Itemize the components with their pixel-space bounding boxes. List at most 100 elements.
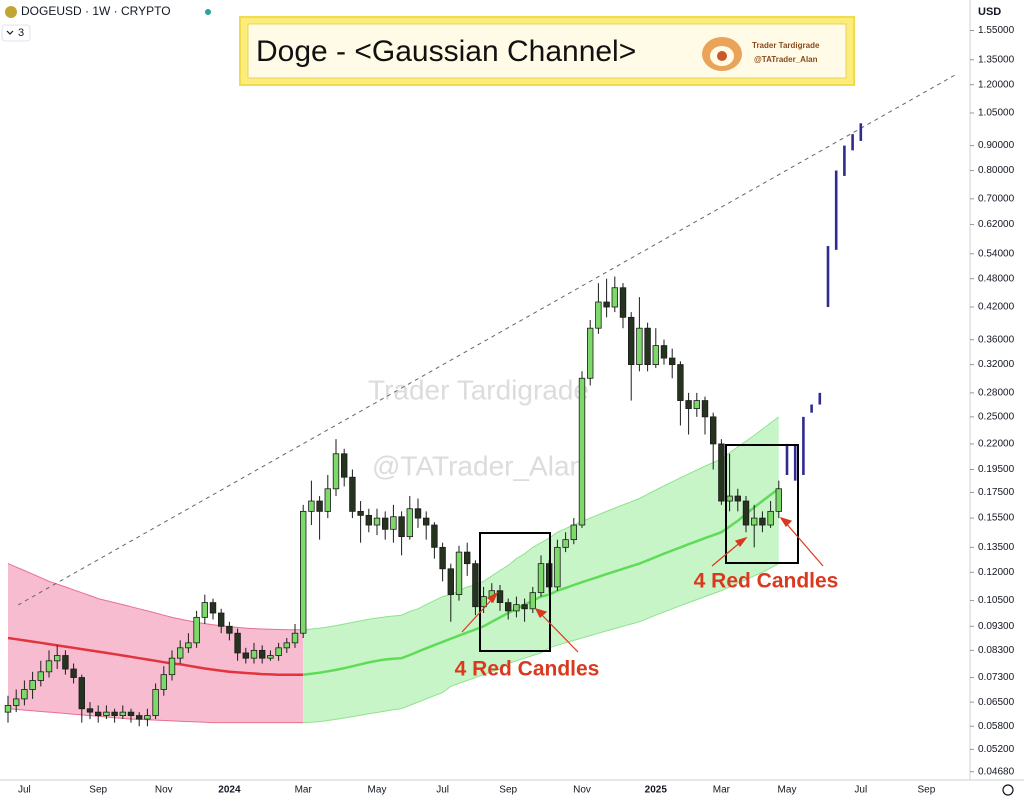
candle-body (168, 657, 176, 676)
y-tick-label: 0.10500 (978, 595, 1015, 606)
annotation: 4 Red Candles (694, 570, 839, 593)
y-tick-label: 0.32000 (978, 359, 1015, 370)
candle-body (275, 647, 282, 656)
candle-body (242, 652, 249, 659)
title-panel (247, 23, 847, 79)
candle-body (422, 517, 430, 526)
badge-logo (702, 37, 742, 71)
candle-body (529, 592, 536, 610)
candle-body (332, 453, 340, 490)
channel-line (7, 636, 304, 676)
symbol[interactable]: DOGEUSD · 1W · CRYPTO (21, 4, 171, 18)
candle-body (308, 500, 315, 512)
candle-body (95, 711, 102, 716)
candle-body (693, 400, 700, 409)
y-tick-label: 0.48000 (978, 273, 1015, 284)
y-tick-label: 0.90000 (978, 140, 1015, 151)
highlight-box (725, 444, 799, 564)
y-tick-label: 0.25000 (978, 412, 1015, 423)
candle-body (103, 711, 110, 716)
candle-body (324, 488, 331, 512)
candle-body (537, 563, 545, 594)
candle-body (759, 517, 766, 526)
candle-body (160, 674, 167, 690)
y-tick-label: 0.04680 (978, 766, 1015, 777)
candle-body (373, 517, 381, 526)
y-tick-label: 1.20000 (978, 79, 1015, 90)
y-tick-label: 0.12000 (978, 567, 1015, 578)
arrow-head (486, 591, 499, 603)
x-tick-label: 2025 (645, 785, 668, 796)
indicator-toggle[interactable] (1, 24, 31, 42)
candle-body (685, 400, 692, 409)
symbol-icon (5, 6, 17, 18)
candle-body (381, 517, 389, 530)
trend-line (17, 74, 956, 606)
candle-body (217, 612, 225, 627)
candle-body (619, 287, 627, 318)
candle-body (504, 602, 512, 612)
candle-body (439, 546, 446, 570)
chevron (6, 30, 14, 35)
candle-body (193, 616, 200, 644)
candle-body (472, 563, 479, 608)
candle-body (209, 602, 217, 614)
candle-body (234, 632, 241, 654)
candle-body (742, 500, 750, 526)
candle-body (111, 711, 118, 716)
candle-body (587, 327, 594, 379)
candle-body (86, 708, 94, 713)
candle-body (726, 495, 733, 502)
candle-body (455, 551, 463, 596)
candle-body (595, 301, 602, 329)
candle-body (734, 495, 741, 502)
candle-body (70, 668, 77, 678)
x-tick-label: 2024 (218, 785, 241, 796)
candle-body (226, 625, 233, 634)
currency[interactable]: USD (978, 6, 1001, 18)
y-tick-label: 0.70000 (978, 193, 1015, 204)
candle-body (152, 689, 159, 716)
x-tick-label: Mar (713, 785, 731, 796)
channel-line (303, 487, 780, 676)
candle-body (562, 539, 569, 548)
candle-body (135, 715, 143, 720)
candle-body (669, 357, 676, 365)
y-tick-label: 0.07300 (978, 672, 1015, 683)
candle-body (570, 524, 577, 541)
badge-handle: @TATrader_Alan (754, 55, 818, 64)
candle-body (751, 517, 758, 526)
candle-body (62, 655, 69, 670)
watermark: Trader Tardigrade (368, 374, 589, 405)
y-tick-label: 0.17500 (978, 487, 1015, 498)
candles-layer (4, 123, 863, 727)
y-tick-label: 0.09300 (978, 621, 1015, 632)
logo-shape (717, 51, 727, 61)
candle-body (291, 632, 299, 644)
y-tick-label: 0.36000 (978, 334, 1015, 345)
candle-body (21, 689, 28, 700)
indicator-count: 3 (18, 27, 24, 39)
y-tick-label: 0.08300 (978, 645, 1015, 656)
candle-body (119, 711, 126, 716)
x-tick-label: May (778, 785, 797, 796)
candle-body (258, 649, 266, 659)
candle-body (578, 377, 586, 526)
candle-body (185, 642, 192, 649)
candle-body (12, 698, 20, 706)
candle-body (250, 649, 258, 659)
candle-body (701, 400, 709, 418)
badge-name: Trader Tardigrade (752, 41, 820, 50)
candle-body (398, 516, 405, 538)
candle-body (406, 508, 413, 538)
arrow (461, 596, 495, 633)
arrows (461, 516, 824, 653)
x-tick-label: Jul (18, 785, 31, 796)
y-tick-label: 1.05000 (978, 108, 1015, 119)
candle-body (45, 660, 53, 673)
arrow-head (734, 536, 748, 547)
arrow (784, 521, 824, 567)
y-tick-label: 0.19500 (978, 464, 1015, 475)
settings-icon[interactable] (1002, 784, 1014, 796)
channel-line (7, 708, 304, 724)
